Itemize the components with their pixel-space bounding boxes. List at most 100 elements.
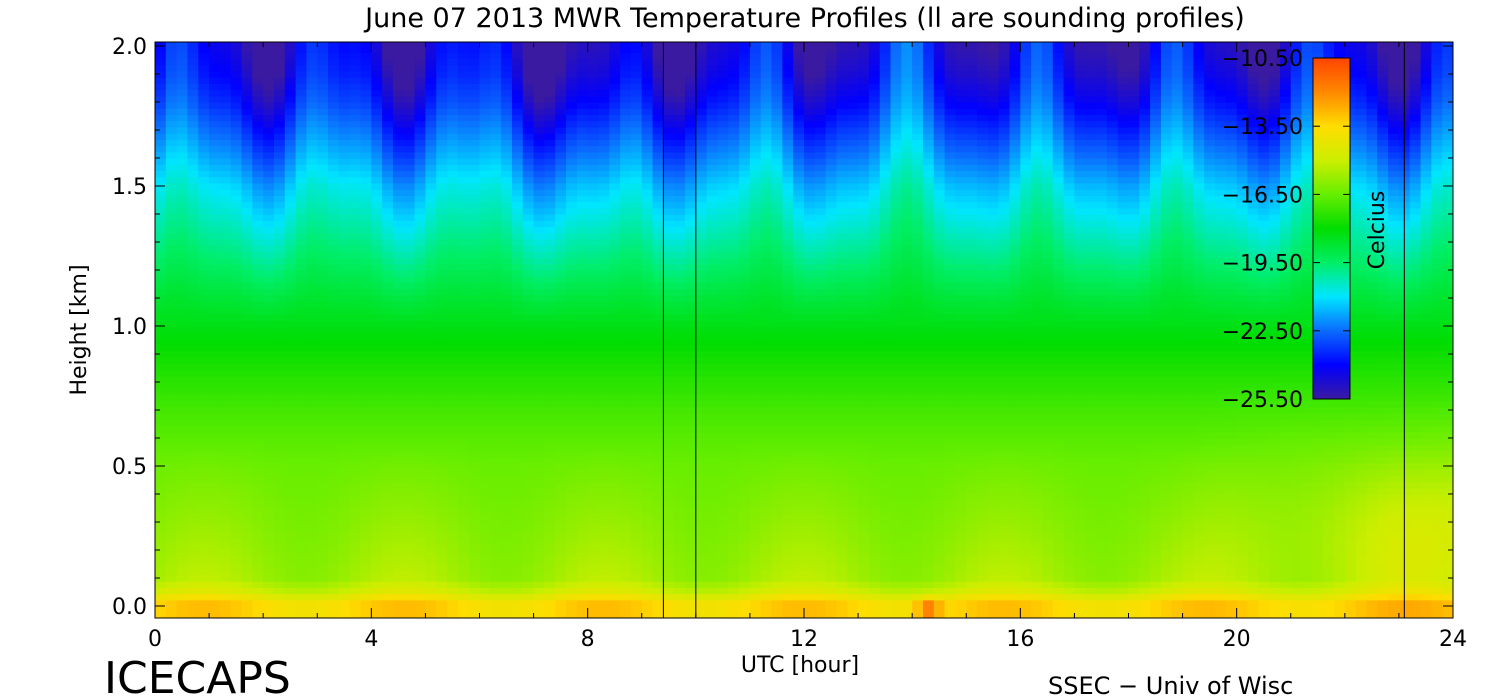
heatmap-cell <box>328 276 340 284</box>
heatmap-cell <box>425 574 437 582</box>
heatmap-cell <box>566 120 578 128</box>
heatmap-cell <box>630 469 643 476</box>
heatmap-cell <box>544 593 556 601</box>
heatmap-cell <box>555 537 567 545</box>
heatmap-cell <box>739 556 751 564</box>
heatmap-cell <box>457 319 470 327</box>
heatmap-cell <box>652 114 664 122</box>
heatmap-cell <box>382 400 394 408</box>
heatmap-cell <box>209 176 221 184</box>
heatmap-cell <box>663 363 675 371</box>
heatmap-cell <box>263 294 275 302</box>
heatmap-cell <box>544 89 556 97</box>
heatmap-cell <box>566 294 578 302</box>
heatmap-cell <box>317 431 329 439</box>
heatmap-cell <box>241 394 253 402</box>
heatmap-cell <box>338 220 351 228</box>
heatmap-cell <box>371 587 383 595</box>
heatmap-cell <box>403 494 416 501</box>
heatmap-cell <box>501 481 513 489</box>
heatmap-cell <box>717 344 729 352</box>
heatmap-cell <box>479 251 491 259</box>
heatmap-cell <box>382 83 394 91</box>
heatmap-cell <box>371 369 383 377</box>
heatmap-cell <box>241 369 253 377</box>
heatmap-cell <box>392 456 405 464</box>
heatmap-cell <box>187 512 199 520</box>
heatmap-cell <box>739 593 751 601</box>
heatmap-cell <box>436 126 448 134</box>
heatmap-cell <box>501 245 513 252</box>
heatmap-cell <box>382 444 394 452</box>
heatmap-cell <box>479 164 491 172</box>
heatmap-cell <box>165 581 178 588</box>
heatmap-cell <box>230 382 243 389</box>
heatmap-cell <box>706 543 719 551</box>
heatmap-cell <box>533 438 545 445</box>
heatmap-cell <box>230 120 243 128</box>
heatmap-cell <box>652 512 664 520</box>
heatmap-cell <box>403 487 416 495</box>
heatmap-cell <box>284 562 297 570</box>
heatmap-cell <box>209 83 221 91</box>
heatmap-cell <box>436 550 448 557</box>
heatmap-cell <box>447 394 459 402</box>
heatmap-cell <box>468 301 481 308</box>
heatmap-cell <box>717 89 729 97</box>
heatmap-cell <box>522 151 535 159</box>
heatmap-cell <box>641 406 654 414</box>
heatmap-cell <box>544 64 556 72</box>
heatmap-cell <box>685 52 697 60</box>
heatmap-cell <box>436 251 448 259</box>
heatmap-cell <box>165 431 178 439</box>
heatmap-cell <box>447 400 459 408</box>
heatmap-cell <box>403 182 416 190</box>
heatmap-cell <box>349 70 362 78</box>
heatmap-cell <box>263 189 275 196</box>
heatmap-cell <box>576 301 589 308</box>
heatmap-cell <box>566 462 578 470</box>
heatmap-cell <box>501 326 513 333</box>
heatmap-cell <box>620 587 632 595</box>
heatmap-cell <box>620 294 632 302</box>
heatmap-cell <box>620 189 632 196</box>
heatmap-cell <box>306 400 318 408</box>
heatmap-cell <box>295 276 308 284</box>
heatmap-cell <box>587 58 600 66</box>
heatmap-cell <box>468 276 481 284</box>
heatmap-cell <box>522 556 535 564</box>
heatmap-cell <box>457 556 470 564</box>
heatmap-cell <box>457 307 470 315</box>
heatmap-cell <box>414 77 427 84</box>
heatmap-cell <box>566 133 578 140</box>
heatmap-cell <box>576 263 589 271</box>
heatmap-cell <box>749 581 762 588</box>
heatmap-cell <box>457 357 470 364</box>
heatmap-cell <box>219 550 232 557</box>
heatmap-cell <box>306 382 318 389</box>
heatmap-cell <box>555 431 567 439</box>
heatmap-cell <box>598 512 610 520</box>
heatmap-cell <box>706 568 719 576</box>
heatmap-cell <box>328 95 340 103</box>
heatmap-cell <box>230 182 243 190</box>
heatmap-cell <box>392 282 405 290</box>
heatmap-cell <box>317 114 329 122</box>
heatmap-cell <box>176 102 189 109</box>
heatmap-cell <box>360 276 372 284</box>
heatmap-cell <box>371 238 383 246</box>
heatmap-cell <box>555 344 567 352</box>
heatmap-cell <box>219 232 232 240</box>
heatmap-cell <box>273 338 286 346</box>
heatmap-cell <box>328 518 340 526</box>
heatmap-cell <box>403 232 416 240</box>
heatmap-cell <box>479 419 491 427</box>
heatmap-cell <box>447 326 459 333</box>
heatmap-cell <box>522 238 535 246</box>
heatmap-cell <box>328 52 340 60</box>
heatmap-cell <box>382 481 394 489</box>
heatmap-cell <box>674 58 686 66</box>
heatmap-cell <box>511 189 524 196</box>
heatmap-cell <box>382 382 394 389</box>
heatmap-cell <box>273 251 286 259</box>
